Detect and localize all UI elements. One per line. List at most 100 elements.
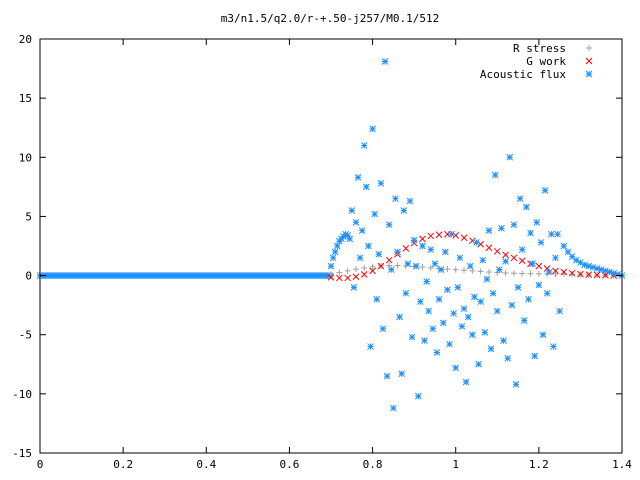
data-point: [531, 352, 539, 360]
series-g-work: [327, 230, 618, 282]
data-point: [396, 313, 403, 321]
data-point: [414, 392, 422, 400]
legend-label: G work: [526, 55, 566, 68]
data-marks: [36, 58, 626, 412]
data-point: [344, 274, 351, 282]
data-point: [381, 58, 389, 65]
data-point: [365, 242, 372, 250]
legend-label: Acoustic flux: [480, 68, 566, 81]
data-point: [589, 263, 597, 271]
x-tick-label: 0.2: [113, 458, 133, 471]
data-point: [327, 273, 335, 281]
data-point: [377, 262, 385, 270]
data-point: [475, 360, 482, 368]
data-point: [577, 270, 584, 278]
data-point: [419, 242, 426, 250]
data-point: [545, 268, 553, 276]
y-tick-label: -15: [12, 447, 32, 460]
data-point: [537, 239, 545, 246]
data-point: [360, 271, 368, 278]
y-tick-label: 10: [19, 151, 32, 164]
data-point: [328, 271, 334, 278]
data-point: [356, 254, 364, 262]
data-point: [479, 256, 487, 264]
data-point: [489, 289, 497, 297]
data-point: [435, 231, 443, 239]
data-point: [502, 269, 509, 276]
data-point: [450, 310, 457, 317]
data-point: [552, 267, 559, 275]
data-point: [352, 266, 359, 273]
data-point: [518, 246, 526, 253]
data-point: [491, 171, 499, 179]
data-point: [593, 271, 601, 279]
x-tick-label: 0: [37, 458, 44, 471]
data-point: [375, 250, 383, 258]
data-point: [568, 269, 576, 277]
data-point: [327, 262, 335, 270]
data-point: [577, 259, 584, 266]
data-point: [452, 266, 459, 273]
data-point: [460, 305, 468, 313]
data-point: [358, 227, 366, 234]
data-point: [568, 253, 576, 260]
data-point: [496, 266, 503, 274]
data-point: [400, 207, 408, 214]
data-point: [408, 333, 416, 341]
data-point: [493, 307, 501, 315]
acoustic-flux-point: [326, 272, 334, 279]
data-point: [597, 266, 605, 274]
data-point: [510, 221, 518, 229]
data-point: [502, 258, 509, 265]
data-point: [429, 325, 437, 333]
data-point: [367, 343, 374, 350]
data-point: [506, 153, 514, 161]
data-point: [487, 345, 495, 353]
data-point: [485, 244, 493, 252]
data-point: [464, 313, 472, 321]
acoustic-flux-zero-band: [36, 272, 334, 279]
data-point: [352, 273, 360, 281]
data-point: [446, 340, 453, 348]
data-point: [360, 142, 368, 149]
data-point: [452, 232, 460, 239]
y-tick-label: 15: [19, 92, 32, 105]
x-tick-label: 0.6: [279, 458, 299, 471]
data-point: [510, 254, 518, 262]
x-tick-label: 0.8: [363, 458, 383, 471]
data-point: [523, 203, 530, 211]
data-point: [331, 248, 339, 256]
data-point: [535, 270, 542, 277]
y-tick-label: -5: [19, 329, 32, 342]
data-point: [402, 245, 410, 252]
data-point: [385, 221, 393, 229]
legend-marker: [585, 70, 593, 78]
data-point: [552, 254, 559, 262]
data-point: [606, 268, 613, 276]
data-point: [371, 210, 379, 218]
data-point: [373, 295, 381, 303]
data-point: [602, 267, 609, 275]
axis-ticks: 0 0.2 0.4 0.6 0.8 1 1.2 1.4 -15 -10 -5 0 5 10 15 20: [12, 33, 632, 471]
data-point: [385, 256, 393, 264]
data-point: [441, 248, 449, 256]
data-point: [344, 267, 351, 274]
data-point: [585, 262, 593, 270]
data-point: [572, 256, 580, 264]
legend-label: R stress: [513, 42, 566, 55]
data-point: [500, 337, 507, 344]
data-point: [383, 372, 391, 380]
data-point: [369, 263, 376, 270]
data-point: [452, 364, 460, 372]
data-point: [466, 262, 474, 270]
data-point: [335, 274, 343, 282]
data-point: [527, 270, 534, 277]
data-point: [514, 284, 522, 291]
data-point: [541, 187, 549, 194]
x-tick-label: 1.4: [612, 458, 632, 471]
series-acoustic-flux: [327, 58, 626, 412]
y-tick-label: 20: [19, 33, 32, 46]
data-point: [477, 298, 485, 305]
chart-title: m3/n1.5/q2.0/r-+.50-j257/M0.1/512: [221, 12, 440, 25]
